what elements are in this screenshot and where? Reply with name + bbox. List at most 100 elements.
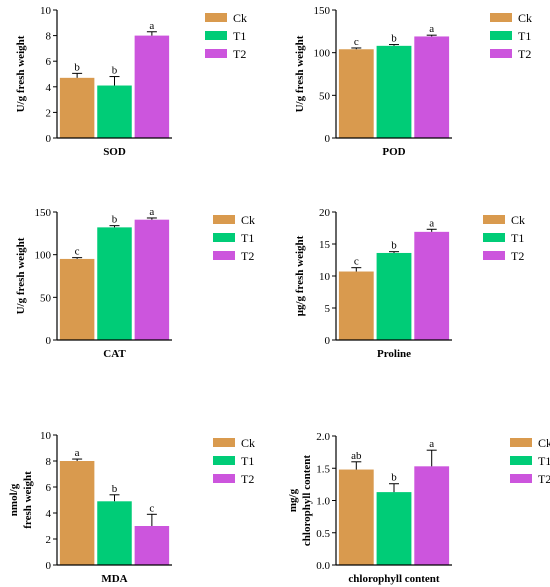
chart-panel-pod: 0 50 100 150 c b a POD U/g fresh weight Ck T1 T2 [294, 5, 532, 158]
legend-swatch-t1 [483, 233, 505, 242]
legend-label: T1 [241, 454, 254, 468]
y-tick-label: 2 [46, 107, 52, 119]
legend-label: T1 [233, 29, 246, 43]
bar-ck [338, 271, 374, 340]
significance-label: ab [351, 450, 362, 462]
y-axis-label: fresh weight [22, 471, 34, 529]
significance-label: c [354, 36, 359, 48]
bar-t2 [414, 466, 450, 565]
chart-panel-proline: 0 5 10 15 20 c b a Proline μg/g fresh weight Ck T1 T… [294, 207, 525, 360]
significance-label: a [429, 217, 434, 229]
significance-label: a [75, 447, 80, 459]
y-tick-label: 0 [325, 133, 331, 145]
legend-label: T2 [233, 47, 246, 61]
bar-t2 [414, 231, 450, 340]
bar-t2 [134, 35, 170, 138]
legend-swatch-ck [510, 438, 532, 447]
legend-label: T2 [241, 472, 254, 486]
y-tick-label: 8 [46, 456, 52, 468]
legend-swatch-ck [205, 13, 227, 22]
y-tick-label: 15 [319, 239, 331, 251]
y-axis-label: U/g fresh weight [294, 35, 306, 112]
y-axis-label: U/g fresh weight [15, 237, 27, 314]
x-axis-label: Proline [377, 348, 411, 360]
y-axis-label: mg/g [287, 488, 299, 512]
legend-label: Ck [538, 436, 550, 450]
legend-label: Ck [233, 11, 247, 25]
y-tick-label: 150 [314, 5, 331, 17]
y-tick-label: 2.0 [316, 431, 330, 443]
y-tick-label: 8 [46, 31, 52, 43]
significance-label: a [429, 438, 434, 450]
y-tick-label: 50 [40, 292, 52, 304]
significance-label: c [75, 246, 80, 258]
legend-swatch-t2 [205, 49, 227, 58]
legend-swatch-ck [490, 13, 512, 22]
significance-label: b [391, 240, 397, 252]
legend-swatch-t2 [483, 251, 505, 260]
y-tick-label: 0 [46, 335, 52, 347]
legend-label: Ck [511, 213, 525, 227]
y-axis-label: nmol/g [8, 483, 20, 516]
y-tick-label: 150 [35, 207, 52, 219]
bar-t2 [134, 526, 170, 565]
legend-swatch-ck [483, 215, 505, 224]
legend-swatch-t1 [510, 456, 532, 465]
legend-label: T1 [538, 454, 550, 468]
y-tick-label: 0 [325, 335, 331, 347]
significance-label: c [354, 256, 359, 268]
y-tick-label: 5 [325, 303, 331, 315]
y-tick-label: 100 [314, 48, 331, 60]
y-tick-label: 0.5 [316, 528, 330, 540]
y-tick-label: 1.0 [316, 496, 330, 508]
legend-label: Ck [241, 213, 255, 227]
legend-label: Ck [518, 11, 532, 25]
legend-swatch-t1 [490, 31, 512, 40]
y-tick-label: 2 [46, 534, 52, 546]
bar-ck [338, 469, 374, 565]
significance-label: b [391, 472, 397, 484]
legend-swatch-ck [213, 215, 235, 224]
bar-t2 [134, 219, 170, 340]
x-axis-label: POD [382, 146, 405, 158]
bar-t1 [376, 252, 412, 340]
y-tick-label: 50 [319, 90, 331, 102]
x-axis-label: CAT [103, 348, 126, 360]
y-axis-label: chlorophyll content [301, 455, 313, 547]
chart-panel-cat: 0 50 100 150 c b a CAT U/g fresh weight Ck T1 T2 [15, 206, 255, 360]
y-axis-label: U/g fresh weight [15, 35, 27, 112]
y-tick-label: 0 [46, 133, 52, 145]
y-tick-label: 1.5 [316, 463, 330, 475]
bar-ck [59, 461, 95, 565]
chart-panel-sod: 0 2 4 6 8 10 b b a SOD U/g fresh weight Ck T1 T2 [15, 5, 247, 158]
legend-swatch-t1 [213, 233, 235, 242]
y-tick-label: 0 [46, 560, 52, 572]
significance-label: a [149, 206, 154, 218]
y-tick-label: 6 [46, 482, 52, 494]
legend-label: T2 [511, 249, 524, 263]
legend-label: T1 [518, 29, 531, 43]
y-tick-label: 100 [35, 250, 52, 262]
bar-t1 [376, 492, 412, 565]
legend-label: T1 [241, 231, 254, 245]
x-axis-label: chlorophyll content [348, 573, 440, 585]
y-tick-label: 4 [46, 508, 52, 520]
legend-label: T2 [241, 249, 254, 263]
y-tick-label: 0.0 [316, 560, 330, 572]
significance-label: c [149, 502, 154, 514]
legend-swatch-t2 [510, 474, 532, 483]
y-tick-label: 20 [319, 207, 331, 219]
bar-ck [338, 49, 374, 138]
significance-label: b [112, 483, 118, 495]
legend-swatch-t1 [205, 31, 227, 40]
y-axis-label: μg/g fresh weight [294, 235, 306, 316]
bar-ck [59, 77, 95, 138]
significance-label: a [429, 23, 434, 35]
significance-label: b [74, 61, 80, 73]
legend-label: Ck [241, 436, 255, 450]
bar-t1 [97, 501, 132, 565]
x-axis-label: SOD [103, 146, 126, 158]
legend-swatch-t2 [490, 49, 512, 58]
